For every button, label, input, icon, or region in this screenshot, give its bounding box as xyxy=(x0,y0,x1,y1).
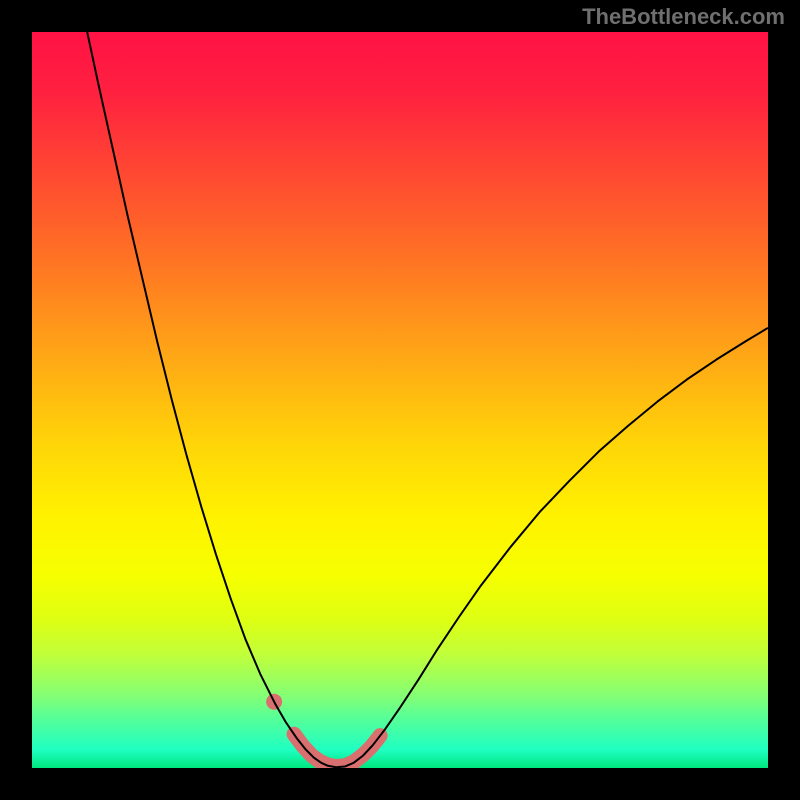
chart-frame: TheBottleneck.com xyxy=(0,0,800,800)
watermark-text: TheBottleneck.com xyxy=(582,4,785,30)
plot-area xyxy=(32,32,768,768)
plot-background xyxy=(32,32,768,768)
bottleneck-chart xyxy=(32,32,768,768)
